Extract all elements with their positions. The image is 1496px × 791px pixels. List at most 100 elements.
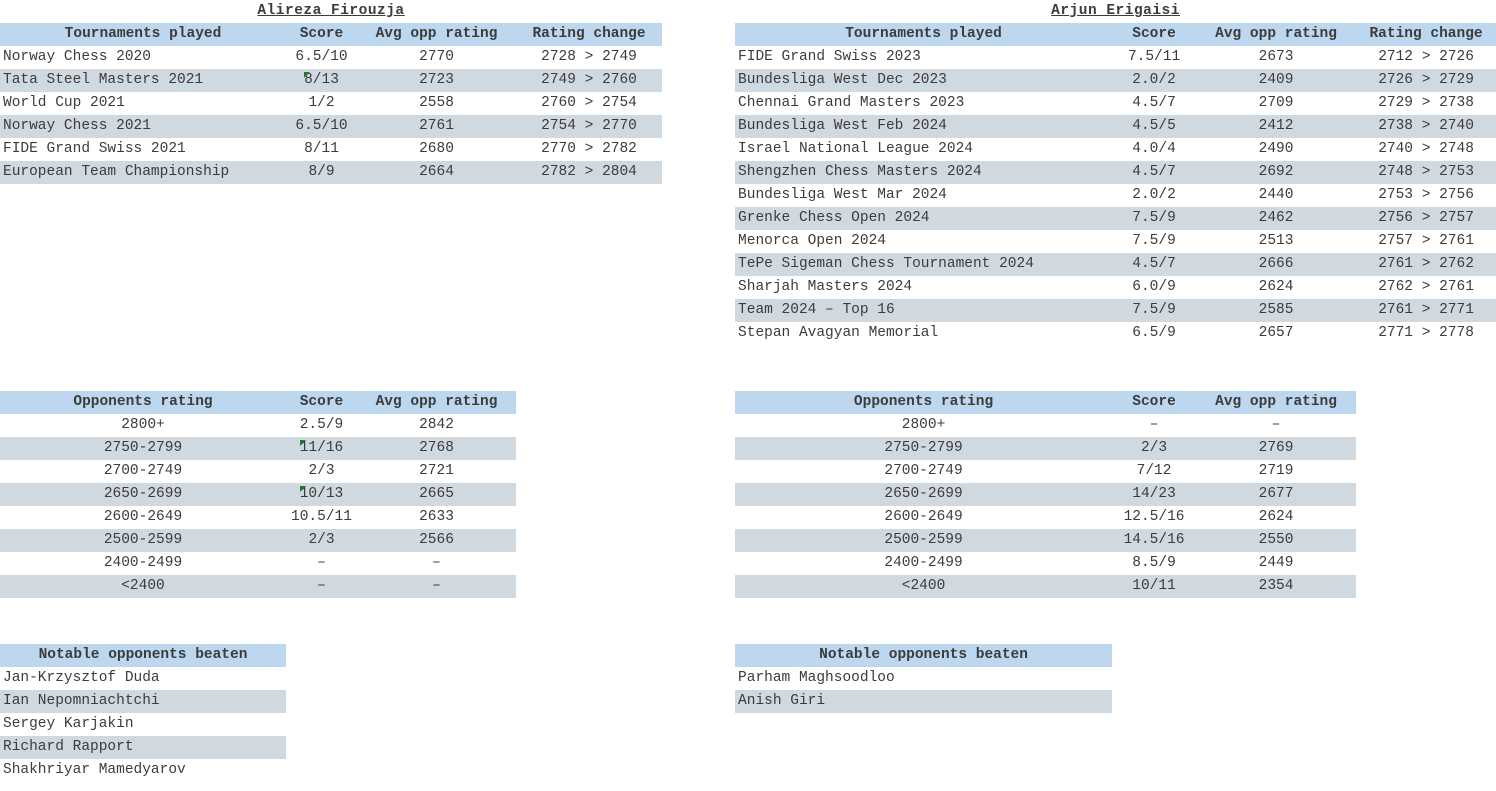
cell-text: 11/16 bbox=[299, 440, 344, 456]
empty-cell bbox=[662, 46, 735, 69]
empty-cell bbox=[516, 575, 662, 598]
empty-cell bbox=[662, 184, 735, 207]
empty-cell bbox=[1196, 713, 1356, 736]
sheet-row: Bundesliga West Mar 2024 2.0/2 2440 2753 > … bbox=[0, 184, 1496, 207]
sheet-row: 2700-2749 2/3 2721 2700-2749 7/12 2719 bbox=[0, 460, 1496, 483]
empty-cell bbox=[662, 207, 735, 230]
left-opponents-avg-opp: 2665 bbox=[357, 483, 516, 506]
left-tournament-name: Tata Steel Masters 2021 bbox=[0, 69, 286, 92]
left-opponents-band: 2500-2599 bbox=[0, 529, 286, 552]
empty-cell bbox=[516, 713, 662, 736]
right-notable-header: Notable opponents beaten bbox=[735, 644, 1113, 667]
empty-cell bbox=[0, 276, 286, 299]
empty-cell bbox=[1112, 759, 1196, 782]
left-tournament-rating-change: 2749 > 2760 bbox=[516, 69, 663, 92]
empty-cell bbox=[662, 667, 735, 690]
sheet-row: Tournaments played Score Avg opp rating Rat… bbox=[0, 23, 1496, 46]
sheet-row: Sharjah Masters 2024 6.0/9 2624 2762 > 2761 bbox=[0, 276, 1496, 299]
left-tournaments-header-3: Rating change bbox=[516, 23, 663, 46]
left-opponents-avg-opp: 2633 bbox=[357, 506, 516, 529]
empty-cell bbox=[735, 598, 1112, 621]
right-tournament-avg-opp: 2513 bbox=[1196, 230, 1357, 253]
right-opponents-band: 2700-2749 bbox=[735, 460, 1113, 483]
sheet-row: 2500-2599 2/3 2566 2500-2599 14.5/16 2550 bbox=[0, 529, 1496, 552]
left-opponents-score: – bbox=[286, 552, 357, 575]
empty-cell bbox=[1196, 621, 1356, 644]
empty-cell bbox=[662, 253, 735, 276]
empty-cell bbox=[735, 713, 1112, 736]
empty-cell bbox=[357, 759, 516, 782]
right-tournament-score: 7.5/9 bbox=[1112, 207, 1197, 230]
right-tournament-rating-change: 2738 > 2740 bbox=[1356, 115, 1496, 138]
empty-cell bbox=[662, 713, 735, 736]
empty-cell bbox=[516, 736, 662, 759]
left-opponents-band: 2600-2649 bbox=[0, 506, 286, 529]
right-opponents-score: 14.5/16 bbox=[1112, 529, 1197, 552]
empty-cell bbox=[0, 598, 286, 621]
right-tournament-name: Bundesliga West Mar 2024 bbox=[735, 184, 1113, 207]
empty-cell bbox=[662, 115, 735, 138]
left-tournament-score: 8/11 bbox=[286, 138, 357, 161]
right-tournament-avg-opp: 2440 bbox=[1196, 184, 1357, 207]
right-tournament-name: Menorca Open 2024 bbox=[735, 230, 1113, 253]
right-tournament-avg-opp: 2657 bbox=[1196, 322, 1357, 345]
right-tournament-rating-change: 2757 > 2761 bbox=[1356, 230, 1496, 253]
empty-cell bbox=[1112, 598, 1196, 621]
right-tournament-score: 4.0/4 bbox=[1112, 138, 1197, 161]
empty-cell bbox=[357, 667, 516, 690]
left-opponents-score: 10.5/11 bbox=[286, 506, 357, 529]
empty-cell bbox=[516, 322, 662, 345]
empty-cell bbox=[516, 621, 662, 644]
right-notable-opponent: Anish Giri bbox=[735, 690, 1113, 713]
empty-cell bbox=[662, 92, 735, 115]
left-tournament-rating-change: 2728 > 2749 bbox=[516, 46, 663, 69]
left-tournament-name: European Team Championship bbox=[0, 161, 286, 184]
left-tournament-score: 8/13 bbox=[286, 69, 357, 92]
right-opponents-band: 2800+ bbox=[735, 414, 1113, 437]
empty-cell bbox=[1196, 368, 1356, 391]
sheet-row: TePe Sigeman Chess Tournament 2024 4.5/7 2… bbox=[0, 253, 1496, 276]
cell-text: 8/13 bbox=[304, 72, 339, 88]
right-tournament-name: Bundesliga West Feb 2024 bbox=[735, 115, 1113, 138]
right-tournament-rating-change: 2756 > 2757 bbox=[1356, 207, 1496, 230]
right-tournament-rating-change: 2726 > 2729 bbox=[1356, 69, 1496, 92]
sheet-row: Notable opponents beaten Notable opponent… bbox=[0, 644, 1496, 667]
right-opponents-band: 2750-2799 bbox=[735, 437, 1113, 460]
left-tournament-rating-change: 2760 > 2754 bbox=[516, 92, 663, 115]
empty-cell bbox=[1356, 437, 1496, 460]
right-tournament-name: Stepan Avagyan Memorial bbox=[735, 322, 1113, 345]
left-opponents-band: 2650-2699 bbox=[0, 483, 286, 506]
empty-cell bbox=[516, 299, 662, 322]
empty-cell bbox=[516, 690, 662, 713]
empty-cell bbox=[1112, 690, 1196, 713]
left-opponents-band: <2400 bbox=[0, 575, 286, 598]
empty-cell bbox=[286, 230, 357, 253]
left-notable-opponent: Sergey Karjakin bbox=[0, 713, 286, 736]
right-tournament-avg-opp: 2692 bbox=[1196, 161, 1357, 184]
left-tournament-rating-change: 2770 > 2782 bbox=[516, 138, 663, 161]
right-tournament-name: Shengzhen Chess Masters 2024 bbox=[735, 161, 1113, 184]
empty-cell bbox=[1112, 368, 1196, 391]
sheet-row: 2400-2499– –2400-2499 8.5/9 2449 bbox=[0, 552, 1496, 575]
empty-cell bbox=[1112, 644, 1196, 667]
empty-cell bbox=[0, 230, 286, 253]
right-tournaments-header-0: Tournaments played bbox=[735, 23, 1113, 46]
sheet-row: 2800+ 2.5/9 2842 2800+ – – bbox=[0, 414, 1496, 437]
left-tournament-score: 6.5/10 bbox=[286, 115, 357, 138]
empty-cell bbox=[662, 230, 735, 253]
right-opponents-score: 2/3 bbox=[1112, 437, 1197, 460]
empty-cell bbox=[662, 644, 735, 667]
left-opponents-avg-opp: 2721 bbox=[357, 460, 516, 483]
empty-cell bbox=[1196, 644, 1356, 667]
left-opponents-header-0: Opponents rating bbox=[0, 391, 286, 414]
left-tournament-avg-opp: 2761 bbox=[357, 115, 516, 138]
right-tournament-name: Israel National League 2024 bbox=[735, 138, 1113, 161]
right-tournament-score: 7.5/9 bbox=[1112, 299, 1197, 322]
empty-cell bbox=[516, 253, 662, 276]
cell-content: 11/16 bbox=[299, 440, 344, 456]
empty-cell bbox=[516, 598, 662, 621]
empty-cell bbox=[0, 368, 286, 391]
empty-cell bbox=[516, 667, 662, 690]
empty-cell bbox=[516, 483, 662, 506]
right-opponents-avg-opp: 2449 bbox=[1196, 552, 1357, 575]
